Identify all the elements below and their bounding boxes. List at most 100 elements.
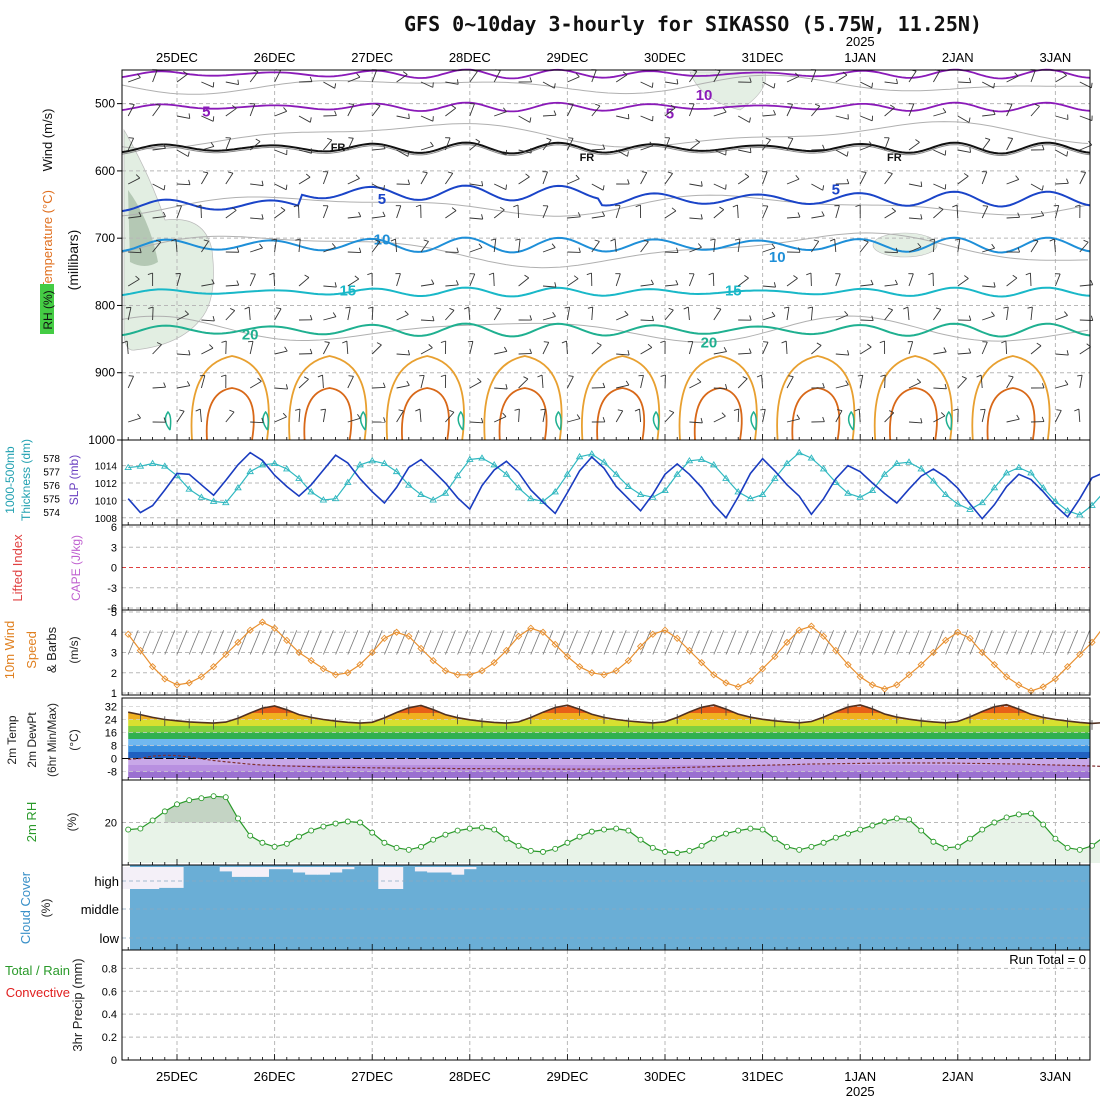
- wind-barb-flag: [554, 282, 557, 288]
- wind-barb: [957, 175, 969, 185]
- wind-barb-flag: [744, 274, 749, 279]
- isoline: [121, 184, 1091, 213]
- wind-barb: [933, 415, 946, 423]
- rh-point: [222, 794, 229, 801]
- temp-band: [128, 719, 1090, 726]
- wind-barb-flag: [676, 247, 679, 253]
- wind-barb-flag: [523, 376, 529, 380]
- date-label-top: 2JAN: [942, 50, 974, 65]
- wind-barb-flag: [806, 272, 812, 276]
- rh-point: [283, 840, 290, 847]
- wind-barb: [835, 410, 843, 423]
- teal-loop: [847, 410, 855, 431]
- wind-barb: [835, 353, 849, 356]
- wind-barb: [713, 351, 727, 355]
- wind-speed-point: [856, 673, 864, 681]
- thickness-point: [307, 488, 315, 495]
- wind-barb: [591, 183, 604, 191]
- wind-barb: [737, 277, 749, 287]
- wind-barb: [176, 273, 181, 287]
- wind-barb-flag: [188, 113, 191, 119]
- rh-point: [613, 825, 620, 832]
- wind-barb: [884, 412, 895, 423]
- wind-barb-flag: [255, 138, 261, 142]
- wind-barb-flag: [320, 408, 326, 411]
- wind-speed-point: [380, 634, 389, 642]
- wind-barb: [933, 351, 947, 355]
- wind-barb: [322, 374, 324, 389]
- wind-speed-point: [258, 618, 267, 626]
- year-label-top: 2025: [846, 34, 875, 49]
- wind-barb: [152, 105, 161, 117]
- wind-barb: [494, 149, 507, 156]
- surface-wind-barb: [835, 630, 847, 655]
- wind-barb: [274, 308, 282, 321]
- wind-speed-point: [819, 632, 828, 640]
- wind-barb-flag: [195, 408, 201, 412]
- wind-barb: [591, 307, 594, 321]
- thickness-point: [331, 494, 340, 502]
- wind-barb-flag: [1075, 204, 1081, 207]
- wind-barb: [664, 284, 678, 287]
- slp-ylabel-thickness-b: Thickness (dm): [19, 439, 33, 521]
- wind-barb: [201, 347, 214, 355]
- wind-barb-flag: [916, 378, 922, 383]
- wind-barb: [566, 138, 574, 151]
- wind-barb: [542, 171, 548, 185]
- wind-barb: [664, 309, 674, 321]
- wind-barb: [249, 380, 262, 389]
- wind-barb: [322, 171, 329, 185]
- wind-barb: [469, 141, 481, 151]
- wind-speed-point: [649, 630, 657, 638]
- wind-barb-flag: [635, 204, 641, 208]
- cloud-clear-bar: [329, 867, 343, 873]
- surface-wind-barb: [262, 630, 273, 655]
- wind-barb: [615, 205, 621, 219]
- wind-barb-flag: [1017, 247, 1021, 253]
- wind-barb: [494, 111, 507, 117]
- wind-barb-flag: [683, 306, 689, 310]
- wind-barb: [1006, 179, 1019, 185]
- surface-wind-barb: [872, 630, 883, 655]
- wind-barb-flag: [488, 272, 494, 276]
- surface-wind-barb: [994, 630, 1005, 655]
- thickness-point: [258, 460, 267, 468]
- wind-barb: [640, 347, 653, 355]
- wind-barb-flag: [179, 409, 185, 412]
- wind-speed-point: [746, 677, 755, 685]
- wind-barb: [762, 81, 775, 89]
- wind-speed-point: [405, 632, 413, 640]
- rh-ylabel: 2m RH: [24, 802, 39, 842]
- wind-barb-flag: [857, 374, 863, 377]
- slp-tick-label: 1010: [95, 496, 118, 507]
- wind-barb-flag: [481, 214, 484, 220]
- thickness-point: [490, 460, 498, 468]
- wind-barb: [957, 278, 969, 287]
- thickness-point: [392, 467, 401, 475]
- wind-speed-point: [710, 671, 718, 679]
- wind-barb: [274, 183, 287, 191]
- wind-barb: [640, 115, 653, 122]
- wind-speed-point: [173, 681, 181, 689]
- wind-speed-point: [563, 652, 572, 661]
- wind-barb: [884, 81, 898, 85]
- rh-contour: [121, 194, 1089, 217]
- li-tick-label: -3: [107, 583, 117, 595]
- surface-wind-barb: [884, 630, 895, 655]
- wind-barb: [762, 139, 771, 151]
- wind-barb: [1030, 105, 1040, 117]
- rh-point: [845, 830, 851, 837]
- wind-barb-flag: [749, 117, 751, 123]
- wind-speed-point: [490, 658, 498, 667]
- y-tick-label: 1000: [88, 433, 115, 447]
- wind-barb-flag: [1056, 409, 1062, 411]
- wind-barb-flag: [552, 312, 556, 317]
- temp-ylabel-b: 2m DewPt: [25, 712, 39, 768]
- date-label-bottom: 3JAN: [1040, 1069, 1072, 1084]
- wind-speed-point: [246, 626, 254, 634]
- wind-barb: [713, 111, 727, 117]
- wind-barb-flag: [505, 384, 508, 390]
- rh-point: [588, 828, 595, 835]
- cloud-clear-bar: [256, 867, 269, 877]
- wind-barb-flag: [183, 71, 188, 75]
